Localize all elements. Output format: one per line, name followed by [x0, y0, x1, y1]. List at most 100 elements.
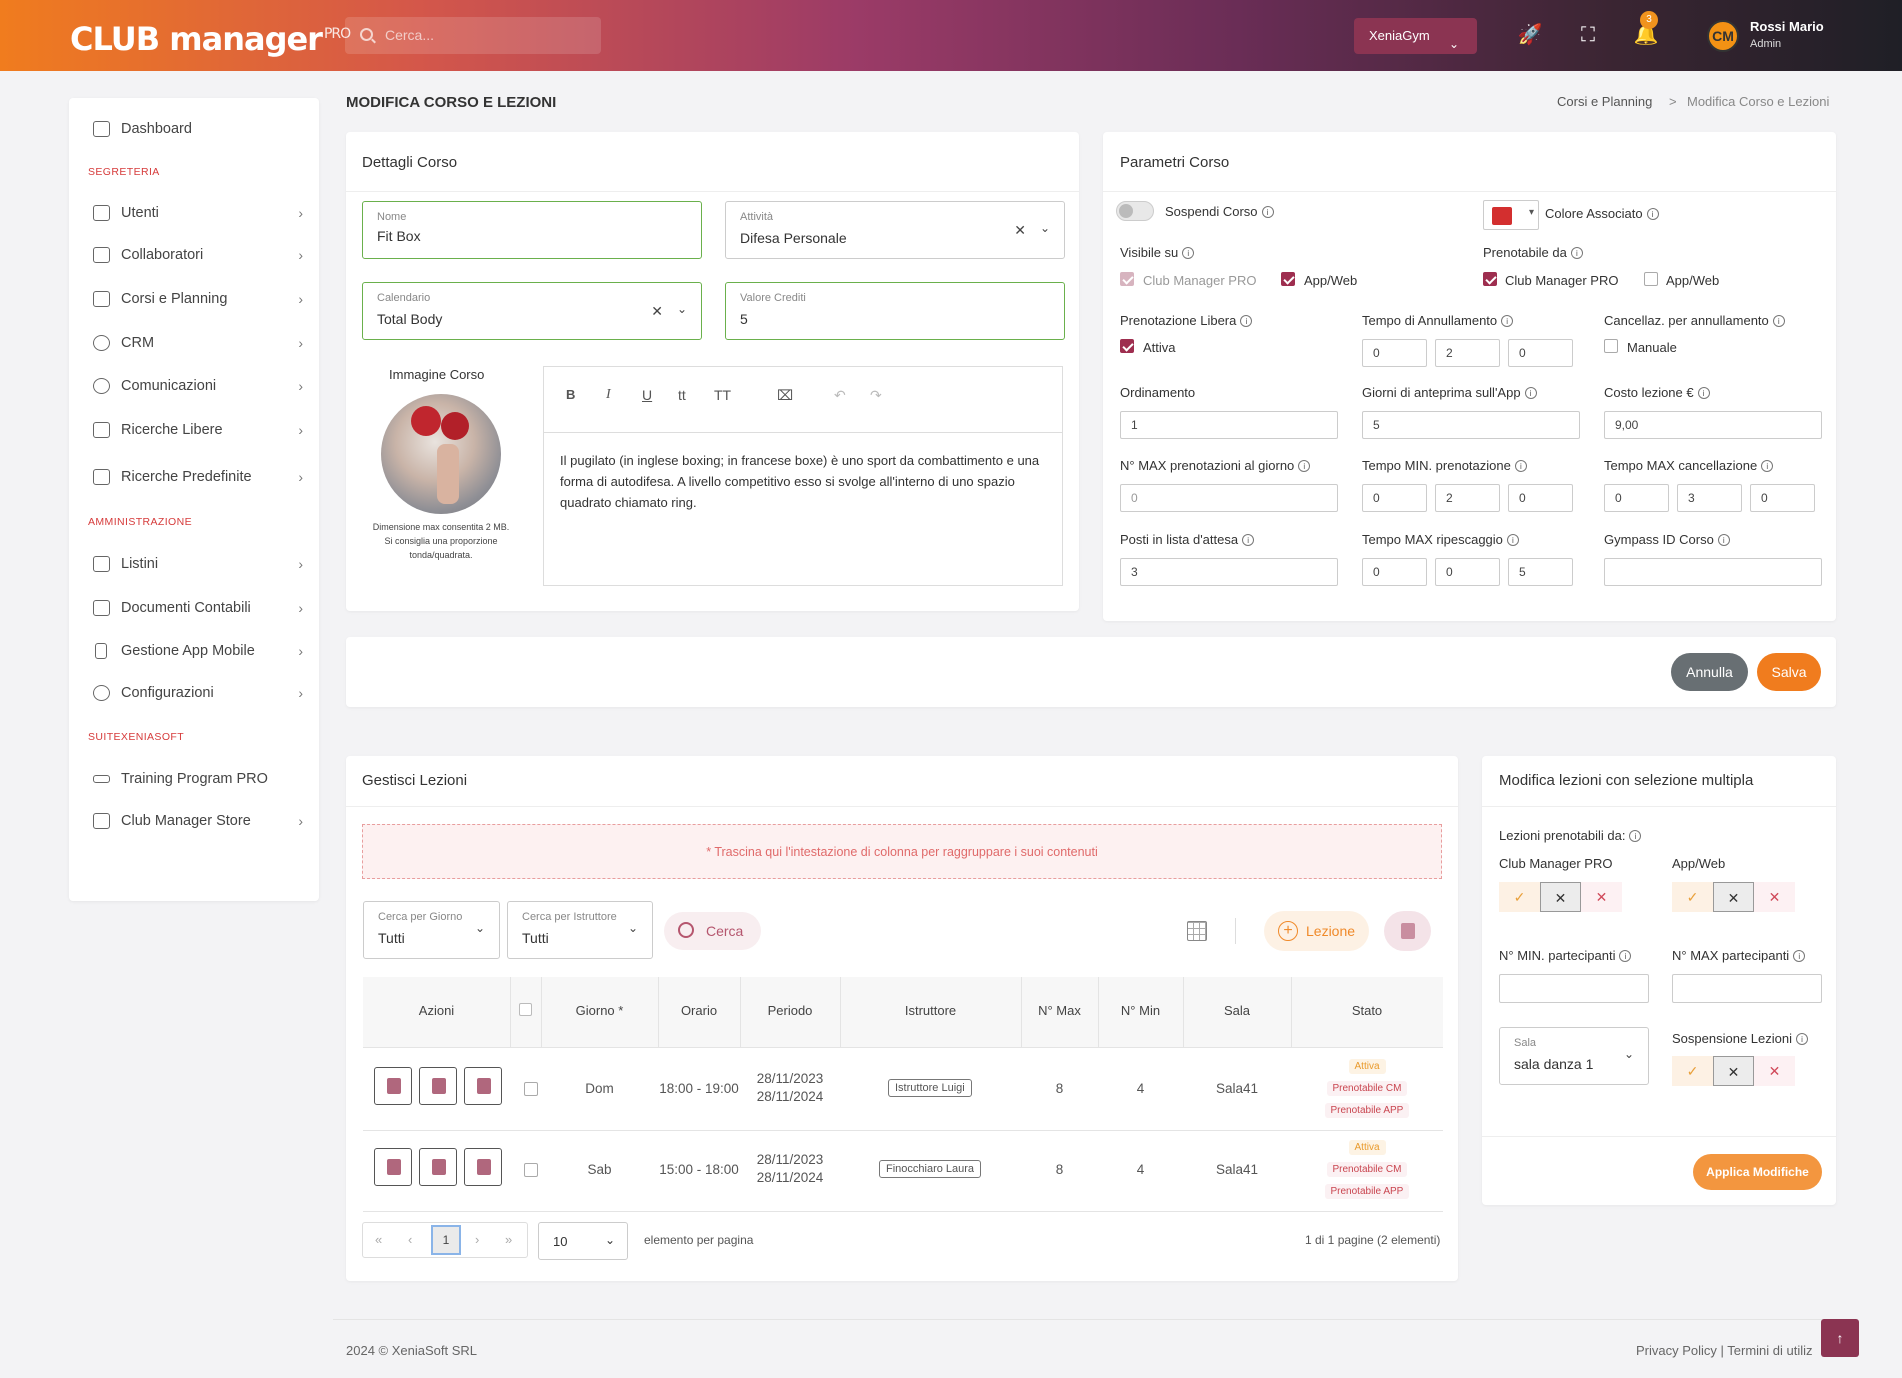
column-header[interactable]	[510, 1003, 541, 1019]
column-header[interactable]: Orario	[680, 1003, 718, 1018]
group-panel[interactable]: * Trascina qui l'intestazione di colonna…	[362, 824, 1442, 879]
tempo-max-canc-minuti[interactable]: 0	[1750, 484, 1815, 512]
select-all-checkbox[interactable]	[519, 1003, 532, 1016]
visibile-appweb-checkbox[interactable]	[1281, 272, 1295, 286]
tempo-max-rip-ore[interactable]: 0	[1435, 558, 1500, 586]
sidebar-item-store[interactable]: Club Manager Store ›	[93, 806, 303, 836]
lowercase-button[interactable]: tt	[678, 387, 686, 403]
visibile-cmpro-checkbox[interactable]	[1120, 272, 1134, 286]
tempo-max-rip-minuti[interactable]: 5	[1508, 558, 1573, 586]
editor-content[interactable]: Il pugilato (in inglese boxing; in franc…	[560, 453, 1040, 510]
sidebar-item-training[interactable]: Training Program PRO	[93, 764, 303, 794]
column-chooser-icon[interactable]	[1187, 921, 1207, 941]
check-icon[interactable]: ✓	[1672, 1056, 1713, 1086]
clear-icon[interactable]: ✕	[1014, 222, 1026, 238]
edit-button[interactable]	[374, 1148, 412, 1186]
costo-input[interactable]: 9,00	[1604, 411, 1822, 439]
delete-selected-button[interactable]	[1384, 911, 1431, 951]
breadcrumb-corsi[interactable]: Corsi e Planning	[1557, 94, 1653, 109]
course-image[interactable]	[381, 394, 501, 514]
search-input[interactable]: Cerca...	[345, 17, 601, 54]
sidebar-item-crm[interactable]: CRM ›	[93, 328, 303, 358]
gym-selector[interactable]: XeniaGym ⌄	[1354, 18, 1477, 54]
column-header[interactable]: Istruttore	[904, 1003, 957, 1018]
copy-button[interactable]	[419, 1148, 457, 1186]
tools-icon[interactable]: ✕	[1540, 882, 1581, 912]
sidebar-item-corsi[interactable]: Corsi e Planning ›	[93, 284, 303, 314]
tempo-min-minuti[interactable]: 0	[1508, 484, 1573, 512]
sidebar-item-comunicazioni[interactable]: Comunicazioni ›	[93, 371, 303, 401]
valore-crediti-field[interactable]: Valore Crediti 5	[725, 282, 1065, 340]
undo-button[interactable]: ↶	[834, 387, 846, 403]
filtro-istruttore-select[interactable]: Cerca per Istruttore Tutti ⌄	[507, 901, 653, 959]
salva-button[interactable]: Salva	[1757, 653, 1821, 691]
filtro-giorno-select[interactable]: Cerca per Giorno Tutti ⌄	[363, 901, 500, 959]
rich-text-editor[interactable]: B I U tt TT ⌧ ↶ ↷ Il pugilato (in ingles…	[543, 366, 1063, 586]
cerca-button[interactable]: Cerca	[664, 912, 761, 950]
tempo-max-canc-giorni[interactable]: 0	[1604, 484, 1669, 512]
sidebar-item-ricerche-libere[interactable]: Ricerche Libere ›	[93, 415, 303, 445]
giorni-anteprima-input[interactable]: 5	[1362, 411, 1580, 439]
per-page-select[interactable]: 10 ⌄	[538, 1222, 628, 1260]
edit-button[interactable]	[374, 1067, 412, 1105]
clear-format-button[interactable]: ⌧	[777, 387, 794, 403]
prev-page-button[interactable]: ‹	[408, 1232, 413, 1247]
posti-attesa-input[interactable]: 3	[1120, 558, 1338, 586]
column-header[interactable]: Sala	[1223, 1003, 1251, 1018]
attivita-select[interactable]: Attività Difesa Personale ✕ ⌄	[725, 201, 1065, 259]
applica-modifiche-button[interactable]: Applica Modifiche	[1693, 1154, 1822, 1190]
delete-button[interactable]	[464, 1148, 502, 1186]
underline-button[interactable]: U	[642, 387, 653, 403]
check-icon[interactable]: ✓	[1672, 882, 1713, 912]
sidebar-item-dashboard[interactable]: Dashboard	[93, 114, 303, 144]
bell-icon[interactable]: 🔔	[1633, 24, 1659, 46]
rocket-icon[interactable]: 🚀	[1517, 24, 1543, 46]
sidebar-item-app-mobile[interactable]: Gestione App Mobile ›	[93, 636, 303, 666]
uppercase-button[interactable]: TT	[714, 387, 732, 403]
app-logo[interactable]: CLUB manager PRO	[70, 19, 351, 58]
column-header[interactable]: N° Max	[1038, 1003, 1081, 1018]
last-page-button[interactable]: »	[505, 1232, 513, 1247]
row-checkbox[interactable]	[524, 1082, 538, 1096]
prenotabile-cmpro-checkbox[interactable]	[1483, 272, 1497, 286]
table-row[interactable]	[363, 1211, 1443, 1212]
sidebar-item-utenti[interactable]: Utenti ›	[93, 198, 303, 228]
italic-button[interactable]: I	[606, 387, 611, 402]
tempo-max-rip-giorni[interactable]: 0	[1362, 558, 1427, 586]
delete-button[interactable]	[464, 1067, 502, 1105]
bold-button[interactable]: B	[566, 387, 576, 402]
column-header[interactable]: Periodo	[767, 1003, 813, 1018]
row-checkbox[interactable]	[524, 1163, 538, 1177]
user-name[interactable]: Rossi Mario	[1750, 19, 1824, 34]
close-icon[interactable]: ✕	[1581, 882, 1622, 912]
avatar[interactable]: CM	[1707, 20, 1739, 52]
sidebar-item-collaboratori[interactable]: Collaboratori ›	[93, 240, 303, 270]
column-header[interactable]: Azioni	[418, 1003, 455, 1018]
gympass-input[interactable]	[1604, 558, 1822, 586]
sospendi-toggle[interactable]	[1116, 201, 1154, 221]
add-lezione-button[interactable]: + Lezione	[1264, 911, 1369, 951]
prenotabile-appweb-checkbox[interactable]	[1644, 272, 1658, 286]
manuale-checkbox[interactable]	[1604, 339, 1618, 353]
sidebar-item-listini[interactable]: Listini ›	[93, 549, 303, 579]
tempo-annull-ore[interactable]: 2	[1435, 339, 1500, 367]
page-number[interactable]: 1	[431, 1225, 461, 1255]
tempo-max-canc-ore[interactable]: 3	[1677, 484, 1742, 512]
max-pren-input[interactable]: 0	[1120, 484, 1338, 512]
table-row[interactable]	[363, 1130, 1443, 1131]
max-part-input[interactable]	[1672, 974, 1822, 1003]
color-picker[interactable]: ▾	[1483, 200, 1539, 230]
close-icon[interactable]: ✕	[1754, 882, 1795, 912]
sidebar-item-ricerche-predefinite[interactable]: Ricerche Predefinite ›	[93, 462, 303, 492]
ordinamento-input[interactable]: 1	[1120, 411, 1338, 439]
tempo-annull-giorni[interactable]: 0	[1362, 339, 1427, 367]
close-icon[interactable]: ✕	[1754, 1056, 1795, 1086]
sala-select[interactable]: Sala sala danza 1 ⌄	[1499, 1027, 1649, 1085]
tools-icon[interactable]: ✕	[1713, 882, 1754, 912]
tools-icon[interactable]: ✕	[1713, 1056, 1754, 1086]
calendario-select[interactable]: Calendario Total Body ✕ ⌄	[362, 282, 702, 340]
tempo-min-giorni[interactable]: 0	[1362, 484, 1427, 512]
copy-button[interactable]	[419, 1067, 457, 1105]
back-to-top-button[interactable]: ↑	[1821, 1319, 1859, 1357]
sidebar-item-documenti[interactable]: Documenti Contabili ›	[93, 593, 303, 623]
